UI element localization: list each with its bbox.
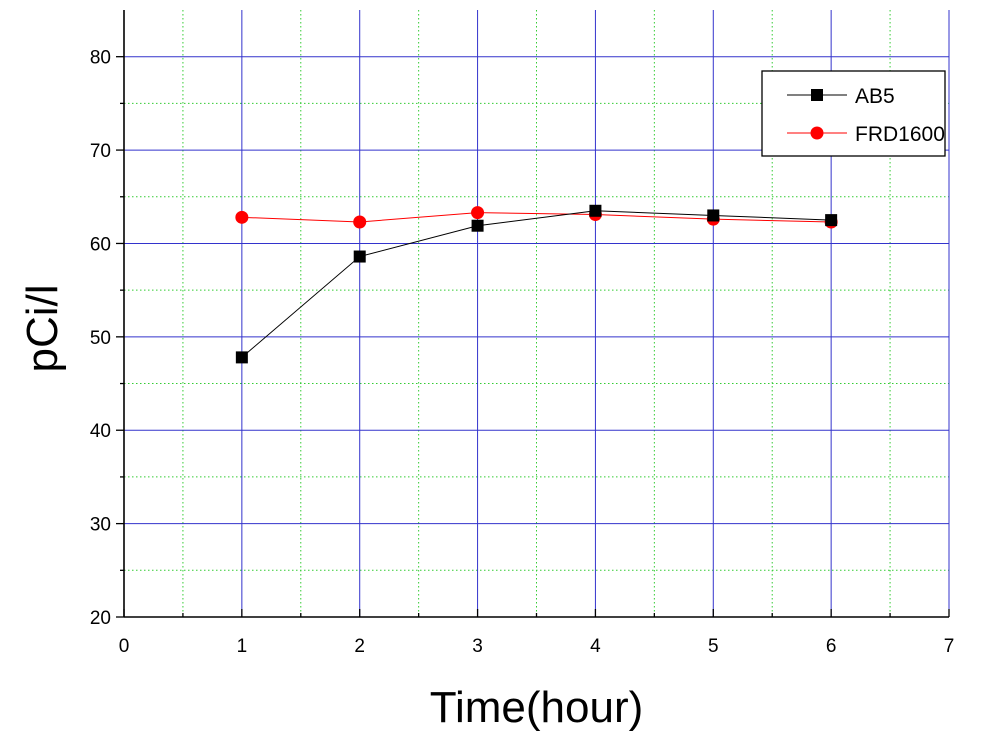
x-tick-label: 2 xyxy=(354,636,365,657)
data-point xyxy=(235,351,248,364)
series-ab5 xyxy=(235,204,838,364)
legend-marker xyxy=(810,126,824,140)
data-point xyxy=(589,204,602,217)
data-point xyxy=(825,214,838,227)
data-point xyxy=(353,215,367,229)
y-tick-label: 80 xyxy=(90,48,111,69)
x-tick-labels: 0 1 2 3 4 5 6 7 xyxy=(119,636,955,657)
x-tick-label: 4 xyxy=(590,636,601,657)
legend-label: FRD1600 xyxy=(855,123,945,146)
x-tick-label: 6 xyxy=(826,636,837,657)
data-point xyxy=(471,219,484,232)
x-tick-label: 5 xyxy=(708,636,719,657)
legend-box xyxy=(761,70,946,157)
legend-label: AB5 xyxy=(855,85,895,108)
legend-item: AB5 xyxy=(787,85,895,108)
x-tick-label: 1 xyxy=(237,636,248,657)
y-tick-labels: 20 30 40 50 60 70 80 xyxy=(90,48,111,629)
legend-item: FRD1600 xyxy=(787,123,945,146)
legend-marker xyxy=(811,89,823,101)
series-layer xyxy=(235,204,838,364)
y-ticks xyxy=(116,56,124,618)
data-point xyxy=(471,206,485,220)
y-tick-label: 50 xyxy=(90,328,111,349)
x-tick-label: 3 xyxy=(472,636,483,657)
legend: AB5 FRD1600 xyxy=(761,70,946,157)
y-tick-label: 70 xyxy=(90,141,111,162)
y-tick-label: 30 xyxy=(90,515,111,536)
data-point xyxy=(353,250,366,263)
series-line xyxy=(241,210,832,358)
data-point xyxy=(707,209,720,222)
x-tick-label: 0 xyxy=(119,636,130,657)
x-axis-title: Time(hour) xyxy=(430,683,644,732)
major-grid xyxy=(124,10,950,617)
legend-items: AB5 FRD1600 xyxy=(787,85,945,146)
x-tick-label: 7 xyxy=(944,636,955,657)
x-ticks xyxy=(123,609,950,617)
y-axis-title: pCi/l xyxy=(18,284,67,372)
series-line xyxy=(241,212,832,223)
data-point xyxy=(235,210,249,224)
y-tick-label: 60 xyxy=(90,234,111,255)
y-tick-label: 40 xyxy=(90,421,111,442)
y-tick-label: 20 xyxy=(90,608,111,629)
